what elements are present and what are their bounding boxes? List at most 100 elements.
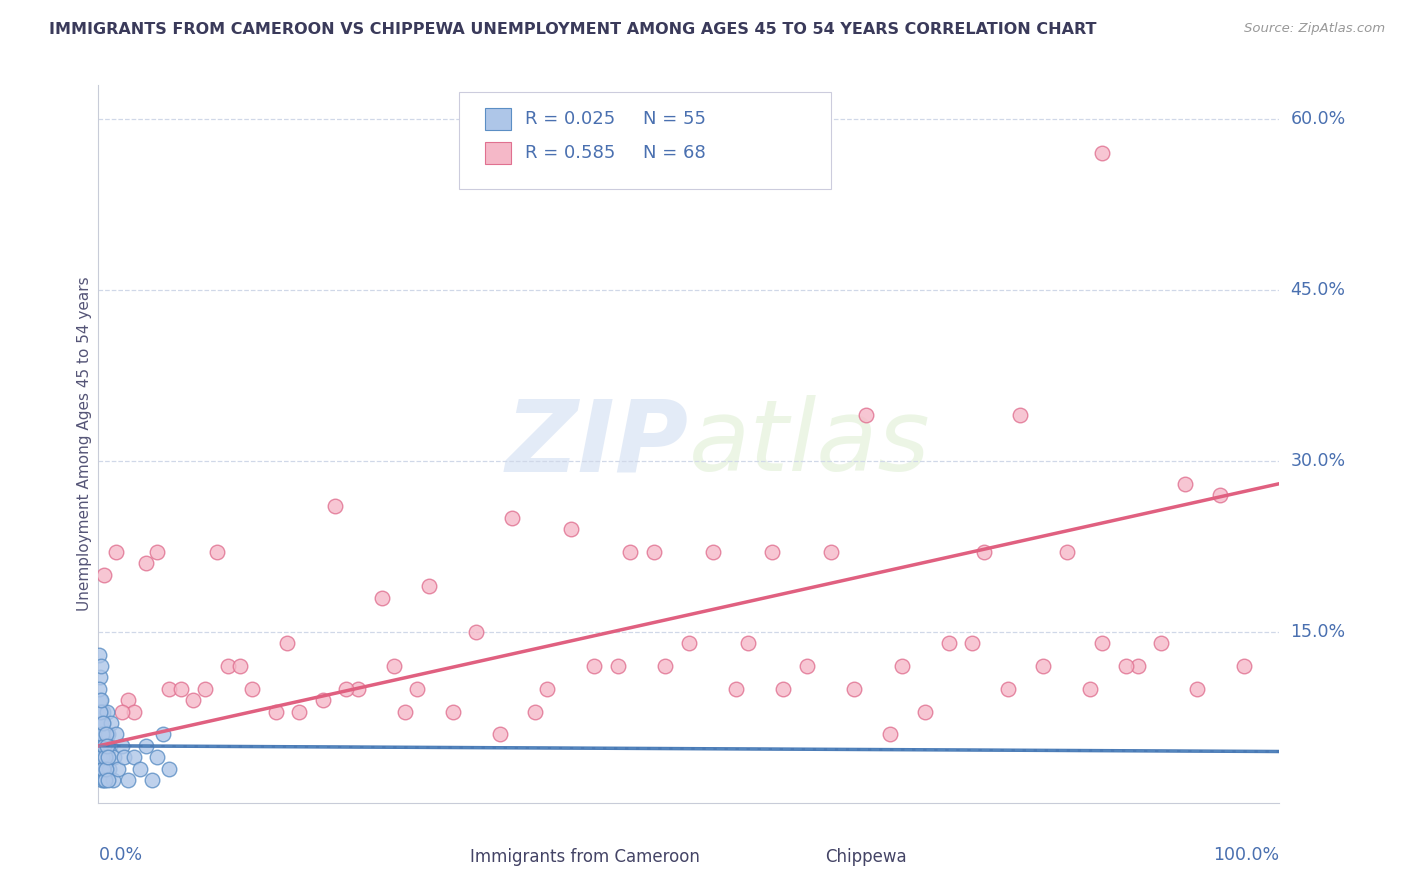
Text: Chippewa: Chippewa [825,847,907,865]
Point [406,681,429,696]
Point [441,705,464,719]
Point [678,636,700,650]
Point [105,545,128,559]
Point [96,762,118,776]
Point [89,670,111,684]
Point [654,659,676,673]
Point [323,500,346,514]
Text: 60.0%: 60.0% [1291,110,1346,128]
Point [93,772,115,787]
Point [761,545,783,559]
Point [96,705,118,719]
Point [141,772,163,787]
Point [418,579,440,593]
Point [1185,681,1208,696]
Point [1115,659,1137,673]
Point [772,681,794,696]
Point [194,681,217,696]
Point [607,659,630,673]
Point [1032,659,1054,673]
Point [91,716,114,731]
Point [914,705,936,719]
Point [702,545,724,559]
Point [122,705,145,719]
Point [938,636,960,650]
Point [93,772,115,787]
Bar [418,846,464,870]
Text: N = 55: N = 55 [643,111,706,128]
Point [217,659,239,673]
Point [93,739,115,753]
Point [91,762,114,776]
Point [465,624,488,639]
Point [98,762,121,776]
Text: 100.0%: 100.0% [1213,846,1279,863]
Point [94,750,117,764]
Point [1080,681,1102,696]
Point [90,727,112,741]
Point [1091,636,1114,650]
Point [93,727,115,741]
Point [94,762,117,776]
Point [157,681,180,696]
Point [101,772,124,787]
Point [844,681,866,696]
Point [111,739,134,753]
Text: 30.0%: 30.0% [1291,452,1346,470]
Point [94,739,117,753]
Point [90,762,112,776]
Point [264,705,287,719]
Point [100,716,122,731]
Point [93,750,115,764]
Point [105,727,128,741]
Point [90,659,112,673]
Text: atlas: atlas [689,395,931,492]
Point [382,659,405,673]
Point [87,648,110,662]
Point [796,659,818,673]
Point [347,681,370,696]
Point [560,522,582,536]
Point [962,636,984,650]
Point [1150,636,1173,650]
Point [93,739,115,753]
Bar [485,109,510,130]
Text: R = 0.585: R = 0.585 [524,144,616,162]
Point [170,681,193,696]
Point [1174,476,1197,491]
Point [97,727,120,741]
Point [229,659,252,673]
Point [536,681,558,696]
Point [737,636,759,650]
Point [90,705,112,719]
Bar [485,142,510,164]
Point [1126,659,1149,673]
Point [98,739,121,753]
Point [1056,545,1078,559]
Point [643,545,665,559]
Point [312,693,335,707]
Point [96,739,118,753]
Point [288,705,311,719]
Point [111,705,134,719]
Point [135,739,157,753]
Text: 15.0%: 15.0% [1291,623,1346,640]
Point [89,681,111,696]
Point [93,762,115,776]
Point [1209,488,1232,502]
Point [820,545,842,559]
Point [117,693,139,707]
Y-axis label: Unemployment Among Ages 45 to 54 years: Unemployment Among Ages 45 to 54 years [77,277,91,611]
Point [94,750,117,764]
Point [90,716,112,731]
Point [1233,659,1256,673]
Point [725,681,748,696]
Point [879,727,901,741]
Point [157,762,180,776]
Point [146,545,169,559]
Point [91,772,114,787]
Point [524,705,547,719]
Point [1091,146,1114,161]
Point [135,557,157,571]
Point [91,727,114,741]
